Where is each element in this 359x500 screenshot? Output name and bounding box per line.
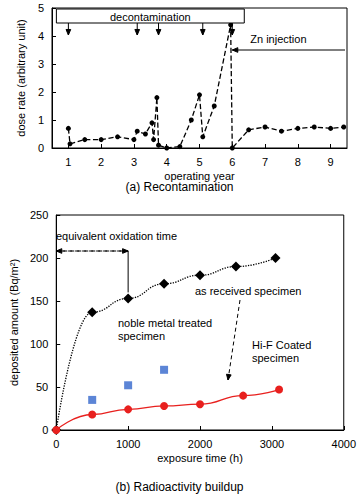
- svg-text:2000: 2000: [188, 438, 212, 450]
- svg-text:specimen: specimen: [252, 352, 299, 364]
- svg-text:0: 0: [53, 438, 59, 450]
- svg-text:exposure time (h): exposure time (h): [157, 452, 243, 464]
- svg-text:deposited amount (Bq/m²): deposited amount (Bq/m²): [8, 259, 20, 386]
- svg-text:8: 8: [295, 156, 301, 168]
- svg-text:9: 9: [328, 156, 334, 168]
- svg-text:4000: 4000: [332, 438, 356, 450]
- svg-text:decontamination: decontamination: [110, 11, 191, 23]
- svg-text:4: 4: [164, 156, 170, 168]
- svg-text:noble metal treated: noble metal treated: [118, 317, 212, 329]
- svg-text:0: 0: [38, 142, 44, 154]
- svg-text:3000: 3000: [260, 438, 284, 450]
- svg-text:2: 2: [38, 86, 44, 98]
- svg-text:dose rate (arbitrary unit): dose rate (arbitrary unit): [15, 19, 27, 136]
- svg-text:5: 5: [196, 156, 202, 168]
- svg-text:50: 50: [36, 381, 48, 393]
- svg-text:200: 200: [30, 252, 48, 264]
- svg-text:Hi-F Coated: Hi-F Coated: [252, 339, 311, 351]
- svg-text:operating year: operating year: [164, 169, 235, 182]
- svg-text:specimen: specimen: [118, 330, 165, 342]
- svg-text:250: 250: [30, 209, 48, 221]
- svg-text:as received specimen: as received specimen: [195, 285, 301, 297]
- svg-text:Zn injection: Zn injection: [250, 33, 306, 45]
- svg-text:equivalent oxidation time: equivalent oxidation time: [56, 230, 177, 242]
- svg-text:0: 0: [42, 424, 48, 436]
- svg-text:1: 1: [65, 156, 71, 168]
- svg-text:6: 6: [229, 156, 235, 168]
- svg-text:3: 3: [131, 156, 137, 168]
- svg-text:100: 100: [30, 338, 48, 350]
- svg-text:7: 7: [262, 156, 268, 168]
- svg-text:(a) Recontamination: (a) Recontamination: [125, 180, 233, 194]
- svg-text:4: 4: [38, 30, 44, 42]
- svg-text:150: 150: [30, 295, 48, 307]
- svg-text:3: 3: [38, 58, 44, 70]
- svg-text:1: 1: [38, 114, 44, 126]
- svg-text:(b) Radioactivity buildup: (b) Radioactivity buildup: [115, 480, 243, 494]
- svg-text:2: 2: [98, 156, 104, 168]
- svg-text:5: 5: [38, 2, 44, 14]
- svg-text:1000: 1000: [116, 438, 140, 450]
